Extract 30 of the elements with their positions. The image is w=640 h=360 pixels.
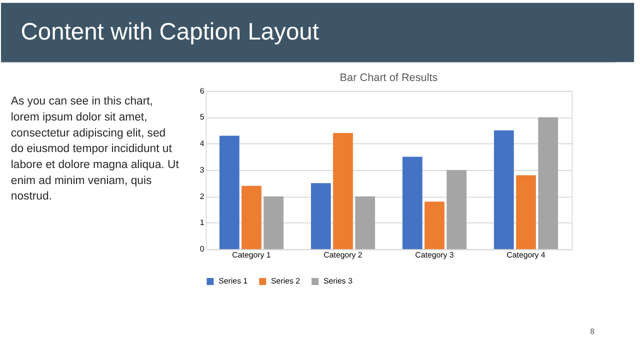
y-tick-label: 4 <box>200 139 205 148</box>
legend-label: Series 1 <box>218 276 248 286</box>
y-tick-label: 3 <box>200 165 205 174</box>
bar <box>355 196 376 250</box>
text: As you can see in this chart, lorem ipsum dolor sit amet, consectetur adipiscing elit, sed do eiusmod tempor incididunt ut labore et dolore magna aliqua. Ut enim ad minim veniam, quis nostrud. <box>10 96 180 203</box>
y-tick-label: 2 <box>200 192 204 201</box>
text: Content with Caption Layout <box>20 19 320 46</box>
x-tick-label: Category 4 <box>506 250 546 260</box>
x-tick-label: Category 2 <box>324 250 362 260</box>
y-tick-label: 6 <box>200 86 205 96</box>
bar <box>494 130 514 250</box>
bar <box>402 156 422 250</box>
bar <box>446 170 467 250</box>
y-tick-label: 5 <box>200 112 205 122</box>
bar <box>538 117 558 250</box>
y-tick-label: 0 <box>200 244 205 254</box>
bar <box>264 196 284 250</box>
legend-label: Series 3 <box>323 276 354 286</box>
text: 8 <box>590 327 596 336</box>
x-tick-label: Category 3 <box>415 250 454 260</box>
x-tick-label: Category 1 <box>232 250 272 260</box>
bar <box>333 133 353 250</box>
bar <box>242 186 262 250</box>
bar <box>516 175 536 250</box>
bar <box>219 136 240 250</box>
chart-title: Bar Chart of Results <box>340 72 438 84</box>
y-tick-label: 1 <box>200 218 205 228</box>
bar <box>424 202 444 250</box>
bar <box>310 183 331 250</box>
legend-label: Series 2 <box>271 276 300 286</box>
